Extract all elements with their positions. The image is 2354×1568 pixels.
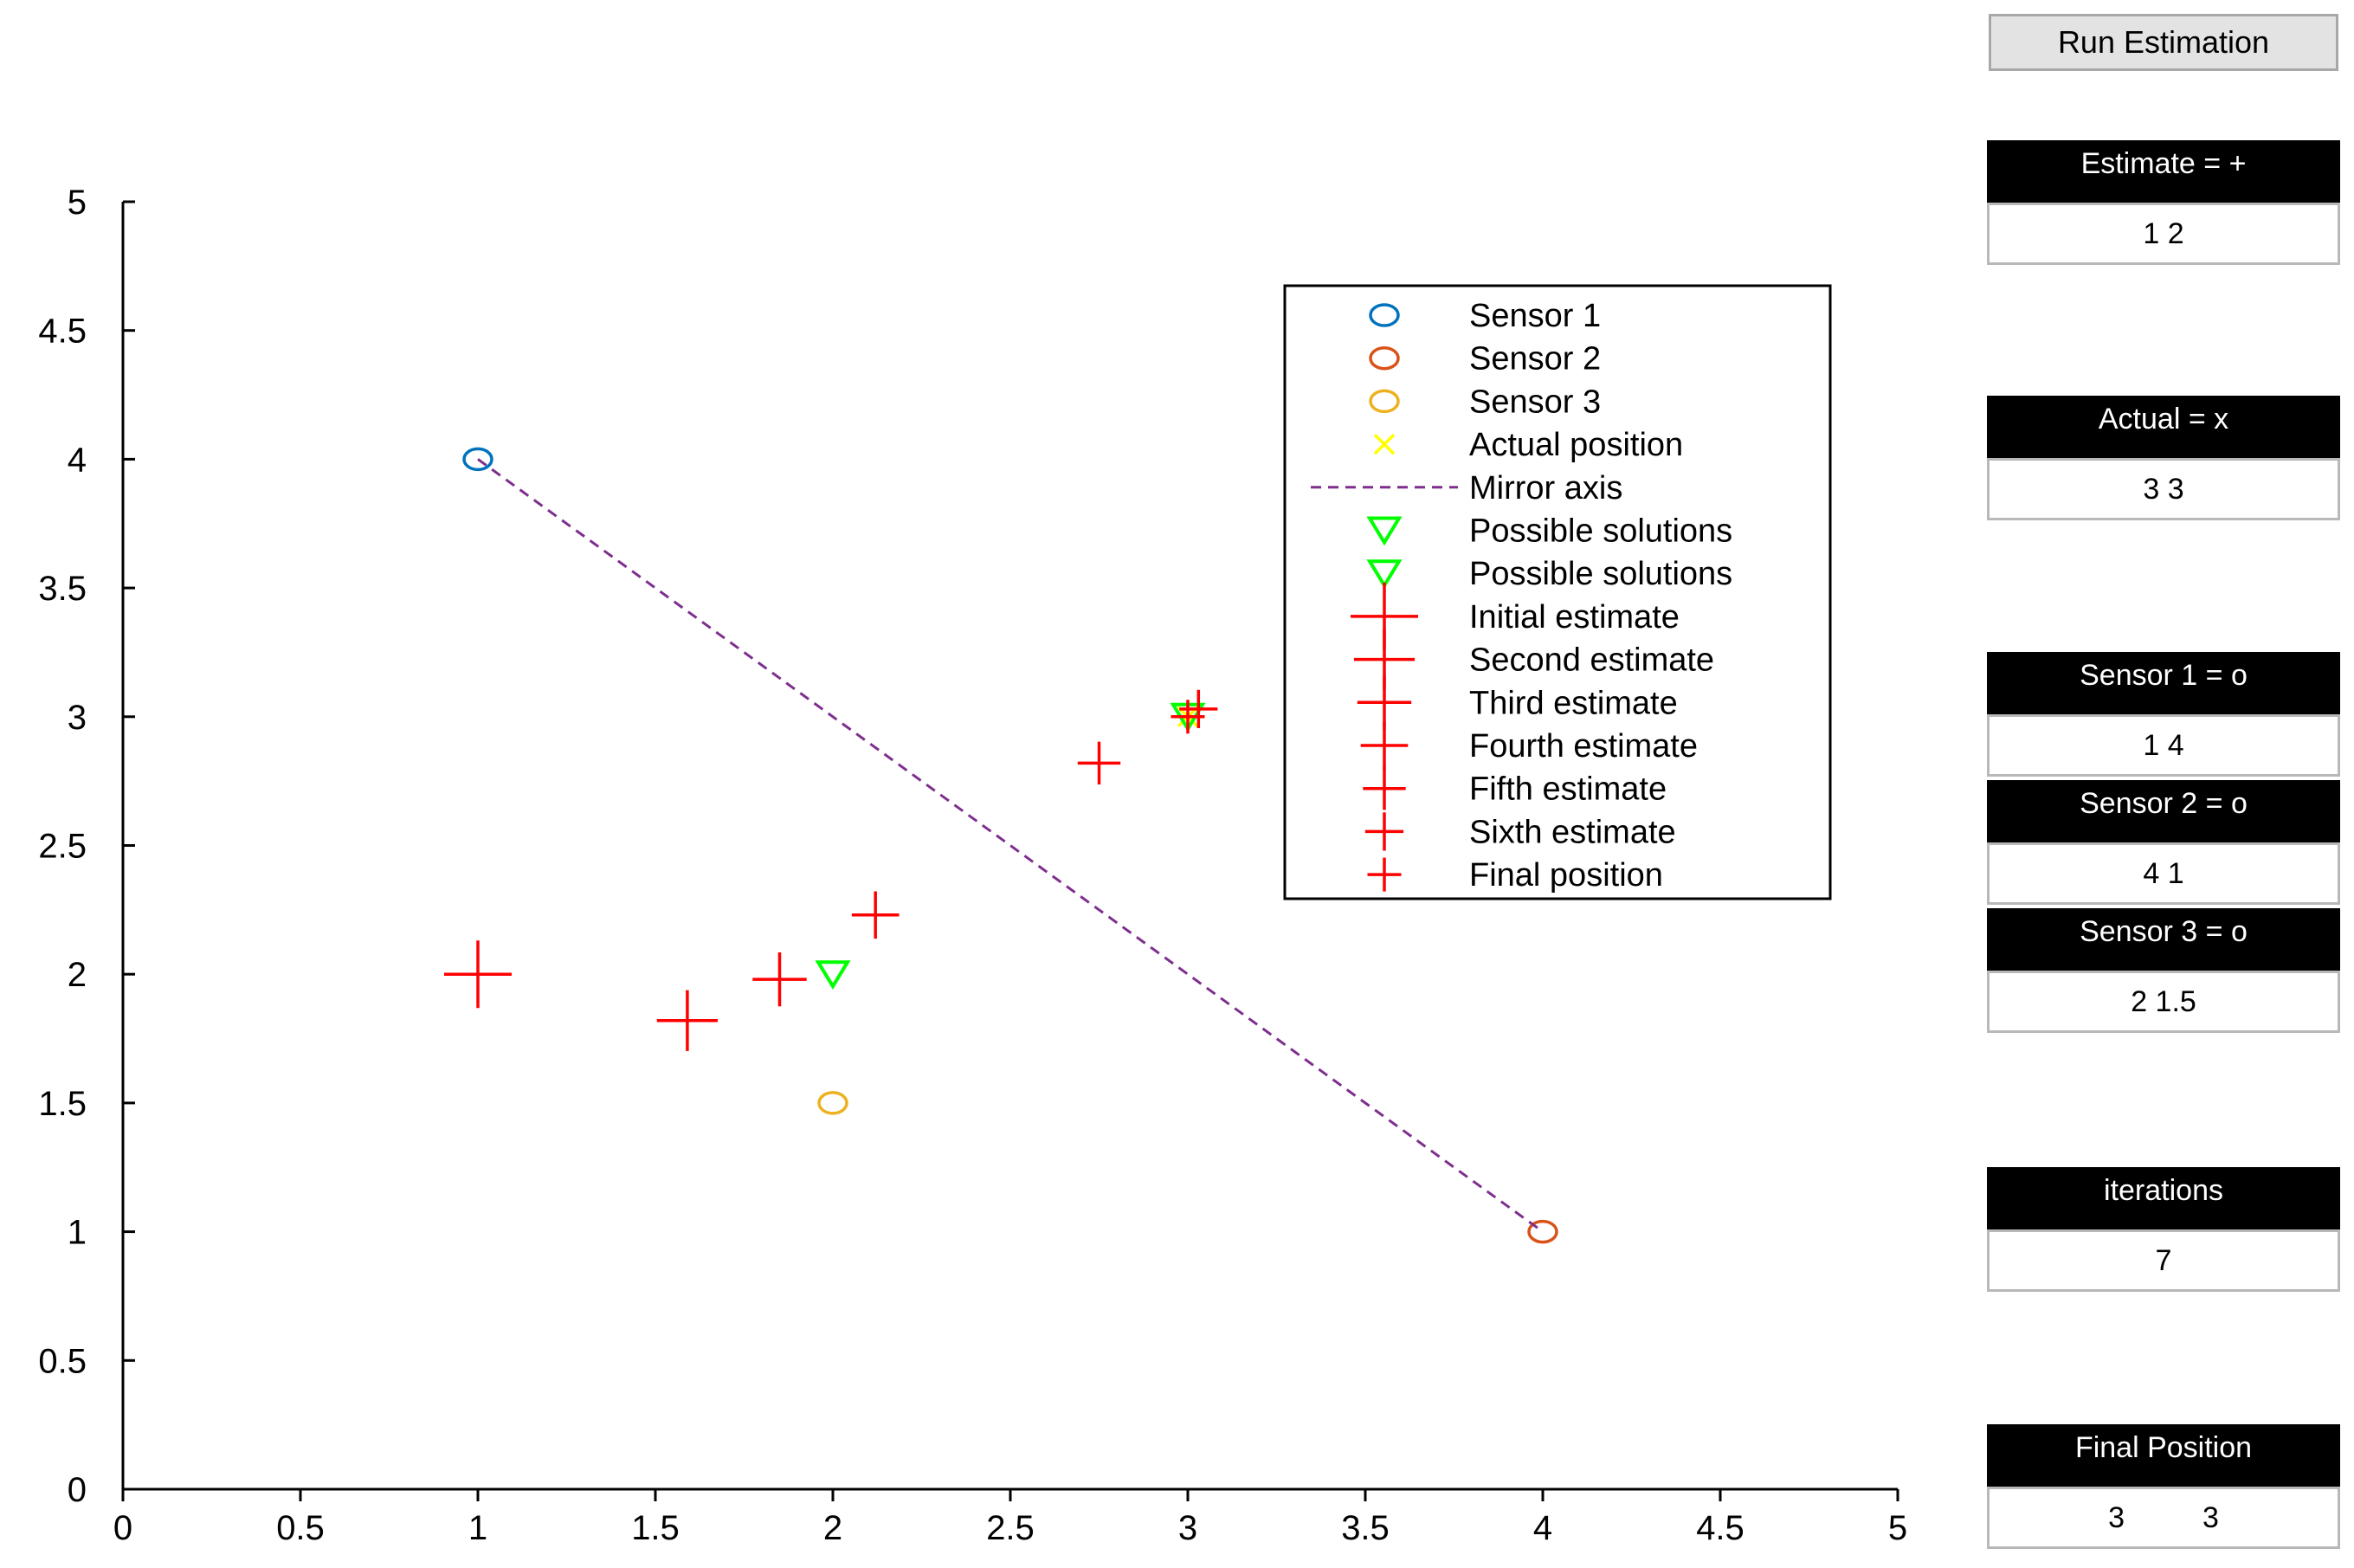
- actual-field[interactable]: 3 3: [1987, 458, 2340, 520]
- legend-label: Third estimate: [1469, 685, 1678, 721]
- sensor1-panel: Sensor 1 = o 1 4: [1987, 652, 2340, 777]
- legend-label: Fifth estimate: [1469, 771, 1667, 808]
- legend-label: Mirror axis: [1469, 470, 1622, 507]
- legend-marker: [1369, 345, 1400, 371]
- x-tick-label: 0: [113, 1509, 132, 1547]
- x-tick-label: 0.5: [276, 1509, 325, 1547]
- y-tick-label: 2.5: [38, 828, 87, 866]
- x-tick-label: 3: [1178, 1509, 1197, 1547]
- series-point-12: [1179, 689, 1218, 728]
- series-point-1: [1527, 1219, 1558, 1244]
- sensor1-label: Sensor 1 = o: [1987, 652, 2340, 714]
- y-tick-label: 1.5: [38, 1085, 87, 1123]
- series-point-13: [1171, 700, 1205, 734]
- legend-marker: [1363, 767, 1406, 810]
- final-position-x: 3: [2108, 1500, 2125, 1534]
- sensor3-label: Sensor 3 = o: [1987, 908, 2340, 971]
- y-tick-label: 4: [68, 441, 87, 479]
- legend-marker: [1357, 675, 1412, 730]
- y-tick-label: 5: [68, 184, 87, 222]
- estimate-field[interactable]: 1 2: [1987, 203, 2340, 265]
- legend-marker: [1366, 516, 1403, 546]
- y-tick-label: 1: [68, 1214, 87, 1252]
- x-tick-label: 3.5: [1341, 1509, 1390, 1547]
- y-tick-label: 3.5: [38, 570, 87, 608]
- x-tick-label: 5: [1888, 1509, 1907, 1547]
- legend-label: Sensor 2: [1469, 341, 1601, 377]
- sensor2-label: Sensor 2 = o: [1987, 780, 2340, 842]
- legend-label: Sensor 3: [1469, 384, 1601, 420]
- series-point-7: [444, 940, 512, 1009]
- y-tick-label: 2: [68, 956, 87, 994]
- legend-marker: [1369, 303, 1400, 327]
- y-tick-label: 0.5: [38, 1342, 87, 1380]
- legend-label: Fourth estimate: [1469, 728, 1698, 765]
- final-position-field[interactable]: 3 3: [1987, 1487, 2340, 1549]
- final-position-panel: Final Position 3 3: [1987, 1424, 2340, 1549]
- sensor3-panel: Sensor 3 = o 2 1.5: [1987, 908, 2340, 1033]
- iterations-panel: iterations 7: [1987, 1167, 2340, 1292]
- x-tick-label: 2: [823, 1509, 842, 1547]
- x-tick-label: 4.5: [1696, 1509, 1745, 1547]
- series-point-2: [817, 1091, 848, 1115]
- legend-label: Sensor 1: [1469, 298, 1601, 334]
- final-position-label: Final Position: [1987, 1424, 2340, 1487]
- series-point-10: [851, 891, 900, 939]
- legend-marker: [1360, 721, 1409, 770]
- series-point-0: [462, 447, 493, 472]
- series-point-6: [815, 960, 851, 990]
- sensor2-panel: Sensor 2 = o 4 1: [1987, 780, 2340, 905]
- y-tick-label: 0: [68, 1471, 87, 1509]
- legend-marker: [1364, 812, 1404, 851]
- actual-label: Actual = x: [1987, 396, 2340, 458]
- series-point-8: [656, 990, 718, 1051]
- legend-marker: [1366, 559, 1403, 590]
- scatter-plot: 0 0.5 1 1.5 2 2.5 3 3.5 4 4.5 5 0 0.5 1 1.5 2 2.5 3 3.5 4 4.…: [38, 184, 1907, 1547]
- x-tick-label: 2.5: [986, 1509, 1035, 1547]
- sensor3-field[interactable]: 2 1.5: [1987, 971, 2340, 1033]
- actual-panel: Actual = x 3 3: [1987, 396, 2340, 520]
- legend-label: Sixth estimate: [1469, 814, 1676, 850]
- legend-label: Final position: [1469, 857, 1663, 894]
- legend-label: Second estimate: [1469, 642, 1714, 679]
- estimate-panel: Estimate = + 1 2: [1987, 140, 2340, 265]
- final-position-y: 3: [2202, 1500, 2219, 1534]
- estimate-label: Estimate = +: [1987, 140, 2340, 203]
- legend-box: [1283, 284, 1832, 900]
- y-tick-label: 3: [68, 699, 87, 737]
- legend-label: Actual position: [1469, 427, 1683, 463]
- mirror-axis-line: [477, 458, 1544, 1233]
- series-point-9: [752, 952, 807, 1007]
- legend-marker: [1367, 857, 1402, 892]
- legend-marker: [1369, 389, 1400, 414]
- series-point-11: [1077, 741, 1121, 785]
- sensor1-field[interactable]: 1 4: [1987, 714, 2340, 777]
- legend-marker: [1373, 433, 1396, 455]
- iterations-label: iterations: [1987, 1167, 2340, 1229]
- x-tick-label: 1.5: [631, 1509, 680, 1547]
- legend-label: Possible solutions: [1469, 556, 1732, 592]
- legend-label: Initial estimate: [1469, 599, 1680, 636]
- y-tick-label: 4.5: [38, 313, 87, 351]
- run-estimation-button[interactable]: Run Estimation: [1989, 14, 2338, 71]
- sensor2-field[interactable]: 4 1: [1987, 842, 2340, 905]
- x-tick-label: 4: [1533, 1509, 1552, 1547]
- legend-label: Possible solutions: [1469, 513, 1732, 550]
- iterations-field[interactable]: 7: [1987, 1229, 2340, 1292]
- x-tick-label: 1: [468, 1509, 487, 1547]
